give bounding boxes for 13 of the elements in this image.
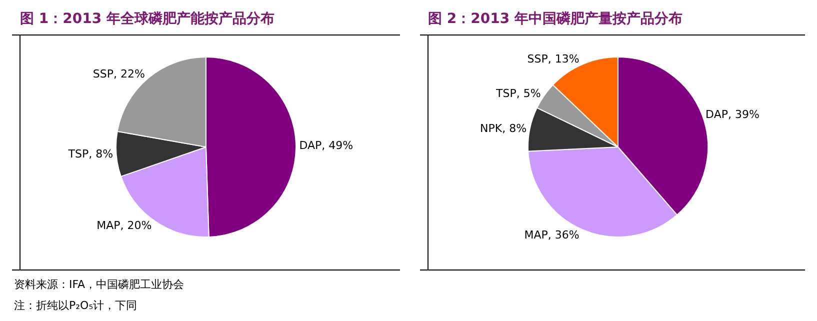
slice-label: TSP, 8%	[67, 148, 114, 161]
slice-label: MAP, 36%	[524, 228, 580, 242]
slice-label: DAP, 49%	[299, 139, 354, 152]
text: 注：折纯以P₂O₅计，下同	[14, 299, 138, 312]
slice-label: TSP, 5%	[495, 87, 541, 100]
slice-label: SSP, 22%	[92, 68, 145, 81]
slice-label: NPK, 8%	[480, 122, 527, 136]
chart-title: 图 1：2013 年全球磷肥产能按产品分布	[20, 10, 274, 27]
slice-label: SSP, 13%	[527, 52, 580, 66]
text: 资料来源：IFA，中国磷肥工业协会	[14, 278, 184, 291]
slice-label: DAP, 39%	[706, 108, 760, 122]
slice-label: MAP, 20%	[96, 219, 152, 232]
chart-title: 图 2：2013 年中国磷肥产量按产品分布	[428, 10, 682, 27]
